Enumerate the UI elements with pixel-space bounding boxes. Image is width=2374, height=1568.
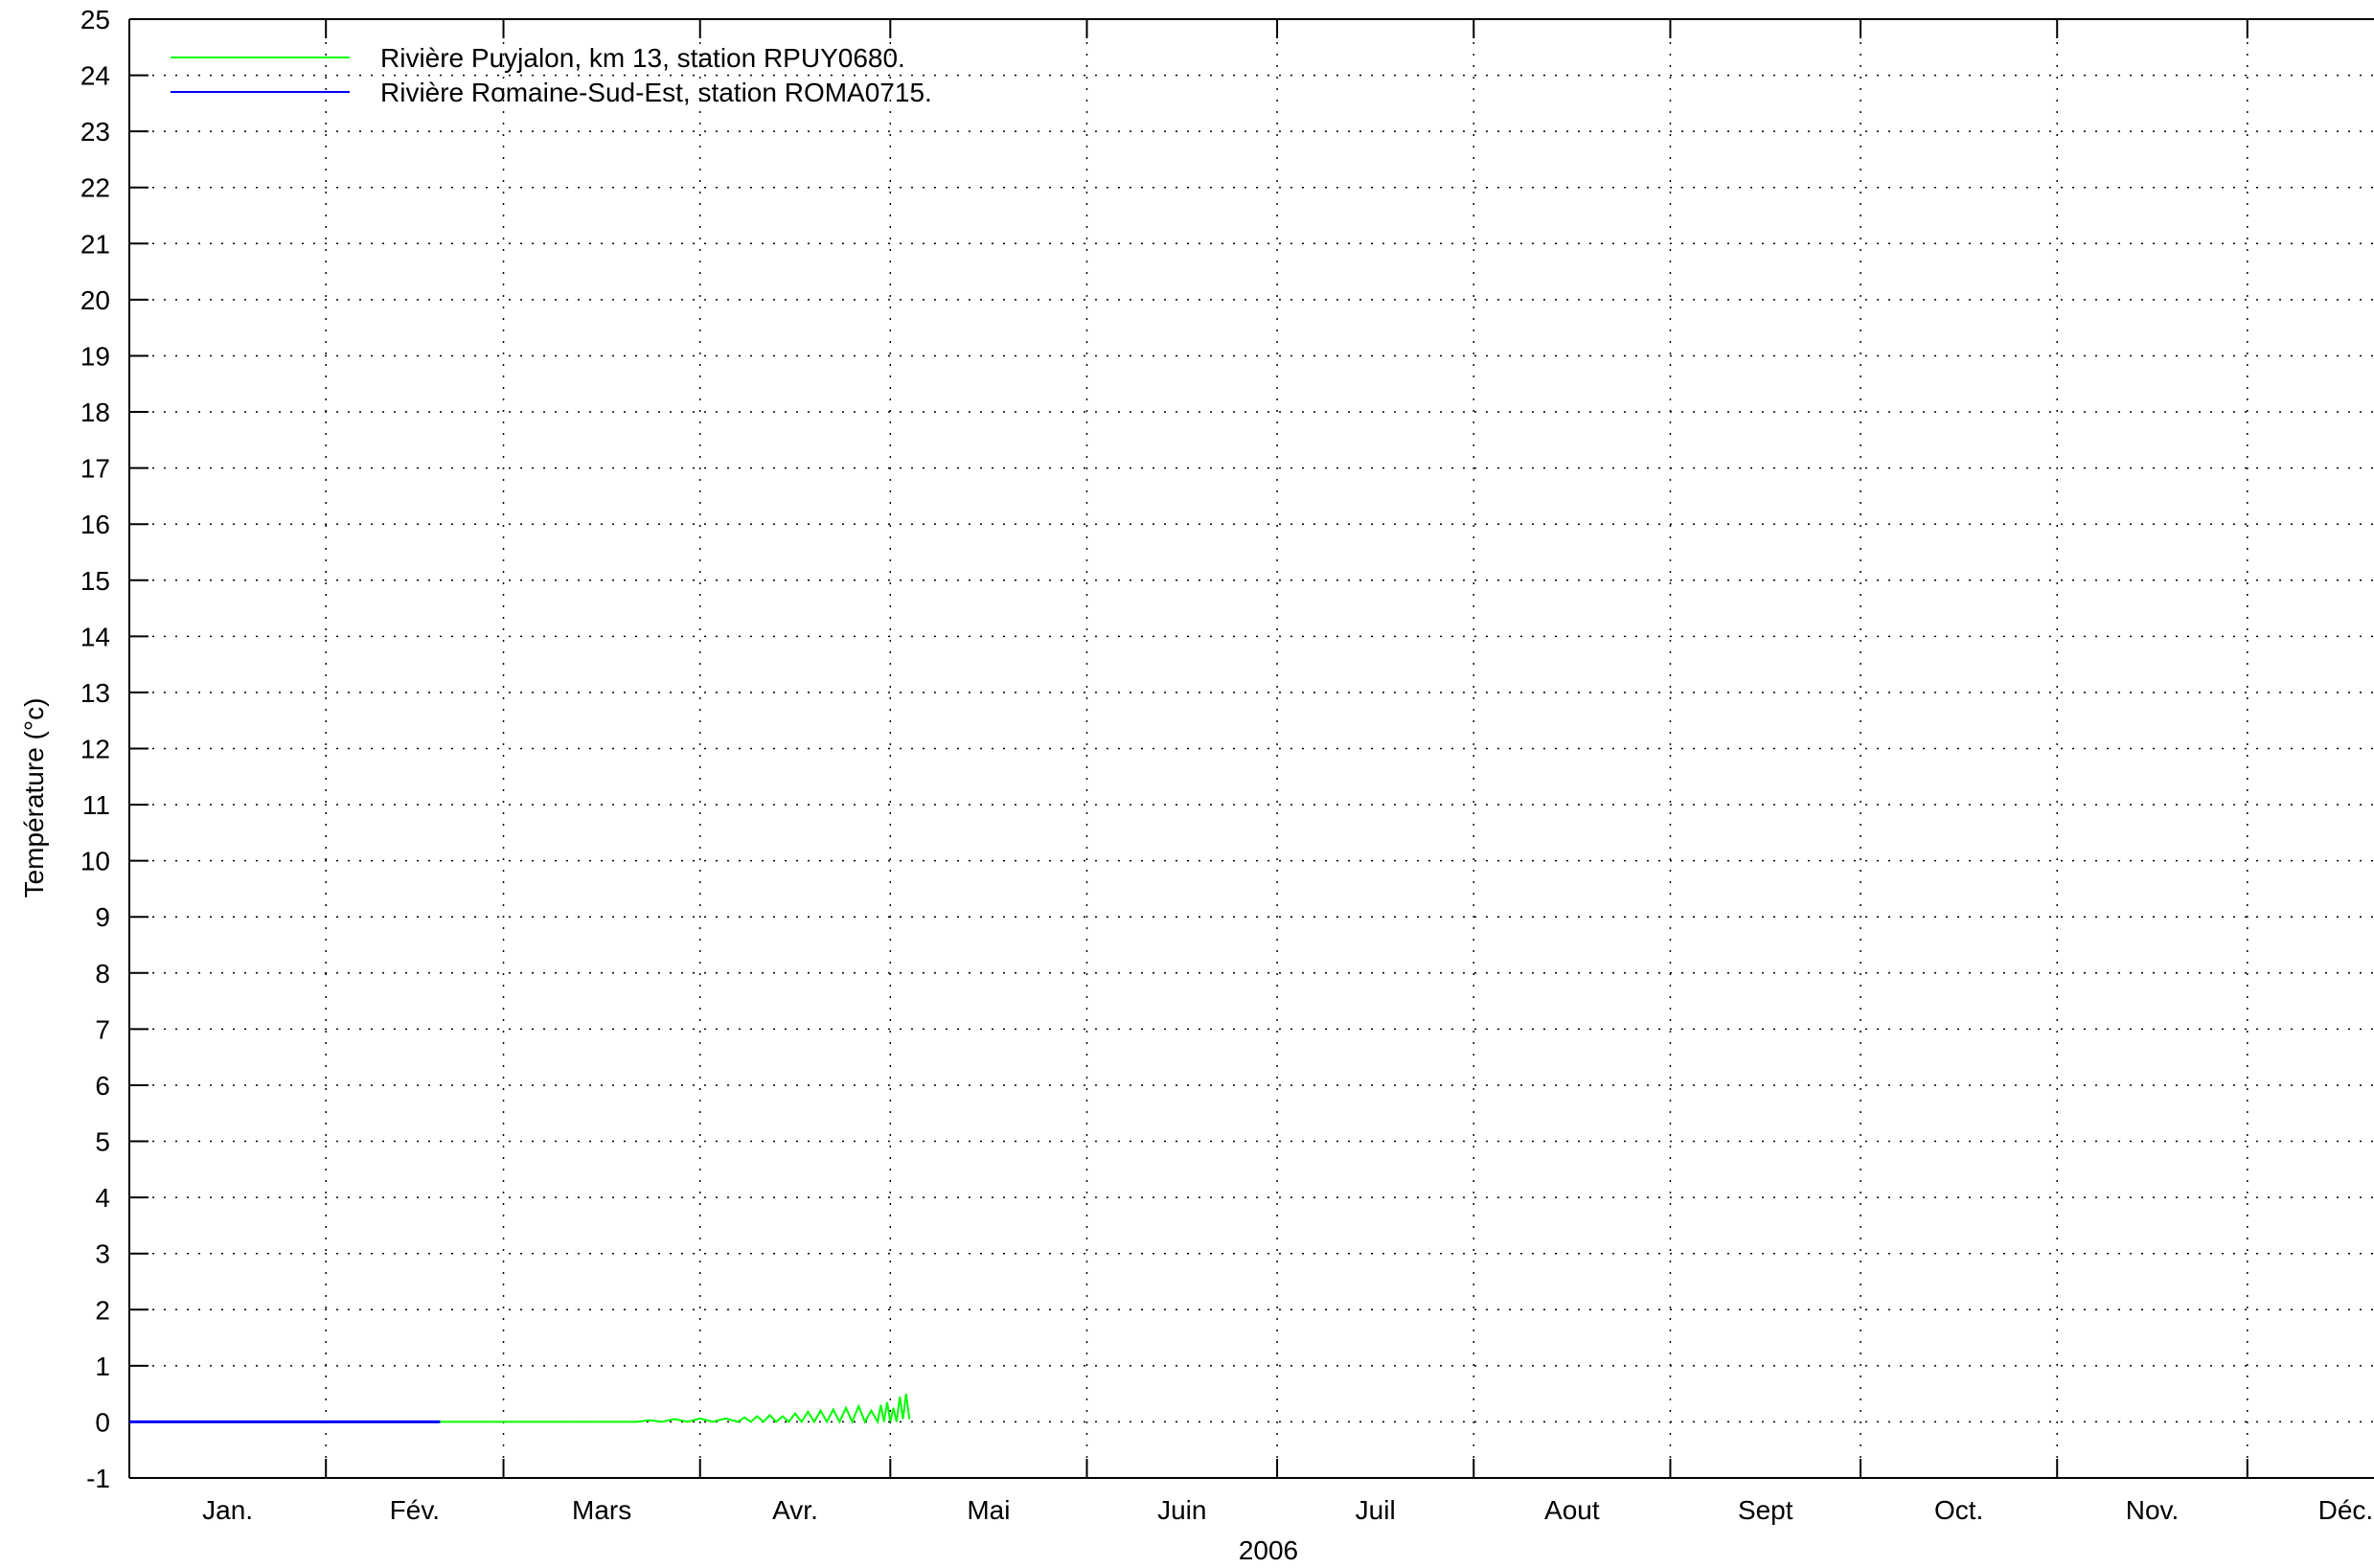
y-tick-label: 24 xyxy=(80,61,110,91)
y-tick-label: 23 xyxy=(80,117,110,147)
y-tick-label: 21 xyxy=(80,229,110,259)
y-tick-label: 13 xyxy=(80,678,110,708)
y-tick-label: 12 xyxy=(80,735,110,764)
x-tick-label: Jan. xyxy=(202,1495,253,1525)
y-tick-label: 17 xyxy=(80,454,110,484)
x-tick-label: Déc. xyxy=(2318,1495,2374,1525)
y-tick-label: 7 xyxy=(95,1014,110,1044)
y-tick-label: 8 xyxy=(95,959,110,989)
x-tick-label: Nov. xyxy=(2126,1495,2180,1525)
y-tick-label: 16 xyxy=(80,510,110,539)
y-tick-label: 14 xyxy=(80,622,110,651)
y-tick-label: 2 xyxy=(95,1295,110,1325)
series-line-1 xyxy=(440,1393,911,1425)
y-tick-label: 11 xyxy=(82,790,110,820)
x-tick-label: Juil xyxy=(1356,1495,1396,1525)
y-tick-label: 15 xyxy=(80,566,110,596)
x-tick-label: Sept xyxy=(1738,1495,1793,1525)
x-tick-label: Avr. xyxy=(772,1495,818,1525)
y-tick-label: 19 xyxy=(80,341,110,371)
x-tick-label: Mars xyxy=(572,1495,631,1525)
y-tick-label: 10 xyxy=(80,847,110,876)
y-tick-label: 1 xyxy=(95,1352,110,1381)
y-tick-label: 3 xyxy=(95,1239,110,1269)
axis-layer: -101234567891011121314151617181920212223… xyxy=(80,5,2374,1525)
y-tick-label: 6 xyxy=(95,1071,110,1101)
y-tick-label: 9 xyxy=(95,902,110,932)
y-tick-label: -1 xyxy=(86,1464,110,1493)
grid-layer xyxy=(129,19,2374,1478)
x-axis-title: 2006 xyxy=(1239,1535,1298,1565)
x-tick-label: Mai xyxy=(967,1495,1010,1525)
y-tick-label: 4 xyxy=(95,1183,110,1213)
y-tick-label: 18 xyxy=(80,398,110,427)
x-tick-label: Fév. xyxy=(390,1495,440,1525)
y-tick-label: 0 xyxy=(95,1407,110,1437)
y-tick-label: 22 xyxy=(80,173,110,203)
y-tick-label: 20 xyxy=(80,285,110,315)
legend-label-1: Rivière Puyjalon, km 13, station RPUY068… xyxy=(380,43,905,73)
x-tick-label: Juin xyxy=(1157,1495,1206,1525)
x-tick-label: Oct. xyxy=(1934,1495,1983,1525)
y-tick-label: 5 xyxy=(95,1127,110,1157)
x-tick-label: Aout xyxy=(1544,1495,1600,1525)
series-layer xyxy=(129,1393,911,1425)
legend-label-2: Rivière Romaine-Sud-Est, station ROMA071… xyxy=(380,78,932,107)
y-axis-title: Température (°c) xyxy=(19,698,49,898)
y-tick-label: 25 xyxy=(80,5,110,34)
legend: Rivière Puyjalon, km 13, station RPUY068… xyxy=(171,43,932,107)
